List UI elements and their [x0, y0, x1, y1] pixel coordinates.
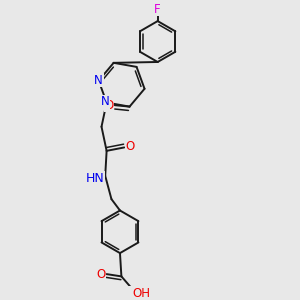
Text: O: O	[126, 140, 135, 153]
Text: O: O	[96, 268, 105, 281]
Text: N: N	[94, 74, 103, 87]
Text: O: O	[104, 99, 114, 112]
Text: HN: HN	[86, 172, 105, 185]
Text: N: N	[101, 95, 110, 109]
Text: F: F	[154, 3, 161, 16]
Text: OH: OH	[132, 287, 150, 300]
